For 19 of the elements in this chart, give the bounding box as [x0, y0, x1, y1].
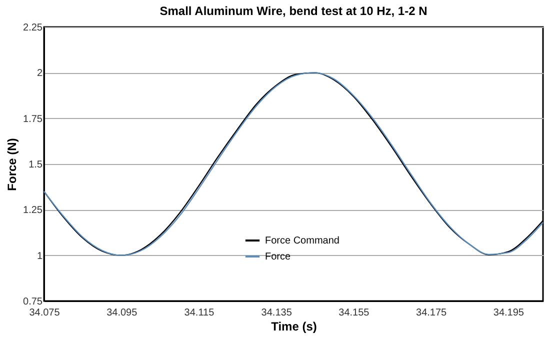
x-axis-title: Time (s) — [271, 320, 317, 334]
x-tick-label: 34.175 — [416, 308, 448, 318]
y-tick-label: 2.25 — [23, 22, 43, 34]
y-axis-title: Force (N) — [5, 138, 20, 191]
y-tick-label: 1.25 — [23, 205, 43, 216]
chart-title: Small Aluminum Wire, bend test at 10 Hz, 1-2 N — [160, 4, 428, 18]
x-tick-label: 34.075 — [29, 308, 60, 318]
y-tick-label: 2 — [36, 68, 43, 80]
x-tick-label: 34.095 — [106, 308, 138, 318]
legend-label: Force Command — [265, 236, 340, 246]
y-tick-label: 1 — [36, 250, 43, 262]
legend-label: Force — [265, 252, 291, 262]
x-tick-label: 34.155 — [338, 308, 370, 318]
y-tick-label: 1.5 — [28, 160, 43, 170]
x-tick-label: 34.115 — [184, 308, 215, 318]
x-tick-label: 34.135 — [261, 308, 292, 318]
x-tick-label: 34.195 — [493, 308, 524, 318]
y-tick-label: 1.75 — [23, 114, 43, 125]
y-tick-label: 0.75 — [23, 296, 43, 308]
